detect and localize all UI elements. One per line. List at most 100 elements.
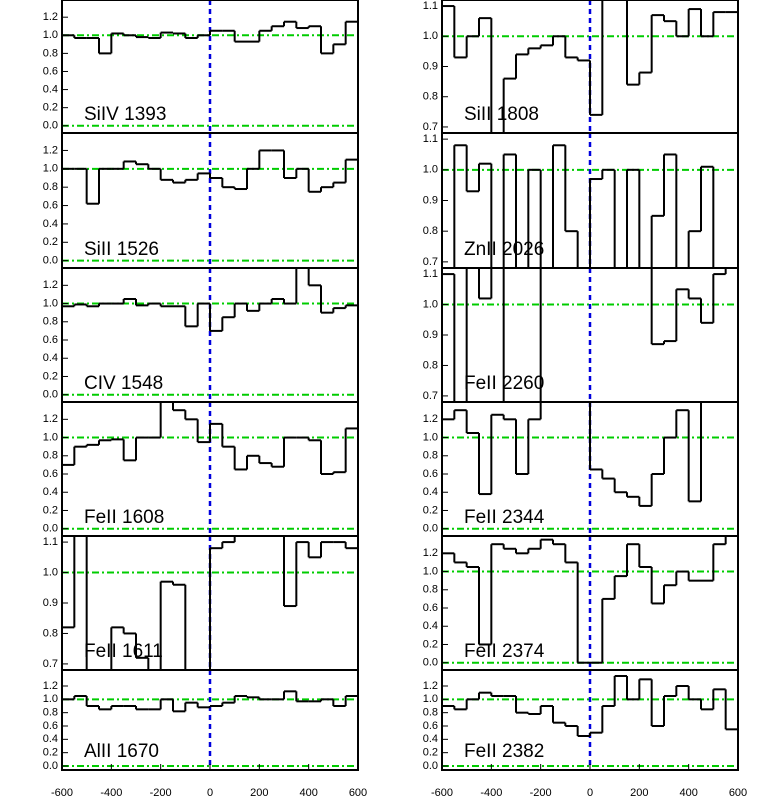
y-tick-label: 0.8 [423,91,438,103]
y-tick-label: 0.2 [43,747,58,759]
panel [62,133,358,268]
y-tick-label: 0.8 [423,359,438,371]
y-tick-label: 0.2 [423,638,438,650]
y-tick-label: 1.0 [423,693,438,705]
y-tick-label: 0.0 [43,255,58,267]
y-tick-label: 0.0 [43,760,58,772]
x-tick-label: 200 [250,787,268,799]
y-tick-label: 1.0 [43,163,58,175]
y-tick-label: 0.6 [43,65,58,77]
panel [442,536,738,670]
y-tick-label: 0.9 [43,597,58,609]
panel [62,0,358,133]
line-label: FeII 2382 [464,741,544,762]
y-tick-label: 0.4 [423,620,438,632]
panel [442,402,738,536]
panel [442,268,738,402]
y-tick-label: 0.0 [423,657,438,669]
y-tick-label: 0.6 [43,468,58,480]
line-label: FeII 2260 [464,373,544,394]
y-tick-label: 0.0 [43,523,58,535]
x-tick-label: 400 [299,787,317,799]
line-label: ZnII 2026 [464,239,544,260]
y-tick-label: 1.0 [423,298,438,310]
y-tick-label: 0.4 [43,83,58,95]
y-tick-label: 0.4 [43,218,58,230]
y-tick-label: 0.2 [43,102,58,114]
y-tick-label: 0.0 [43,389,58,401]
y-tick-label: 0.9 [423,60,438,72]
y-tick-label: 0.6 [423,602,438,614]
x-tick-label: -400 [480,787,502,799]
y-tick-label: 0.4 [43,352,58,364]
line-label: FeII 2344 [464,507,545,528]
y-tick-label: 0.6 [43,720,58,732]
y-tick-label: 1.2 [423,413,438,425]
line-label: FeII 1608 [84,507,164,528]
panel [62,268,358,402]
y-tick-label: 0.8 [423,707,438,719]
y-tick-label: 0.6 [423,720,438,732]
y-tick-label: 0.2 [43,236,58,248]
y-tick-label: 1.0 [43,431,58,443]
y-tick-label: 0.6 [43,199,58,211]
y-tick-label: 0.4 [423,486,438,498]
y-tick-label: 1.0 [423,565,438,577]
line-label: SiII 1808 [464,104,539,125]
y-tick-label: 1.2 [43,11,58,23]
y-tick-label: 0.8 [43,450,58,462]
y-tick-label: 1.2 [423,547,438,559]
y-tick-label: 0.2 [43,370,58,382]
y-tick-label: 0.8 [423,450,438,462]
y-tick-label: 0.9 [423,194,438,206]
y-tick-label: 0.8 [43,181,58,193]
y-tick-label: 1.2 [43,680,58,692]
y-tick-label: 1.0 [423,30,438,42]
y-tick-label: 0.8 [43,627,58,639]
line-label: CIV 1548 [84,373,163,394]
x-tick-label: 200 [630,787,648,799]
y-tick-label: 0.4 [423,733,438,745]
y-tick-label: 0.2 [423,504,438,516]
x-tick-label: 0 [207,787,213,799]
y-tick-label: 1.2 [43,144,58,156]
y-tick-label: 1.0 [423,431,438,443]
x-tick-label: 600 [349,787,367,799]
y-tick-label: 0.7 [423,390,438,402]
x-tick-label: -200 [530,787,552,799]
y-tick-label: 0.7 [423,256,438,268]
y-tick-label: 0.6 [423,468,438,480]
y-tick-label: 0.4 [43,733,58,745]
line-label: AlII 1670 [84,741,159,762]
y-tick-label: 1.1 [423,133,438,145]
line-label: FeII 1611 [84,641,163,662]
y-tick-label: 1.0 [43,693,58,705]
y-tick-label: 1.0 [43,297,58,309]
x-tick-label: -600 [51,787,73,799]
y-tick-label: 1.2 [423,680,438,692]
y-tick-label: 1.1 [423,268,438,280]
panel [62,536,358,670]
y-tick-label: 0.8 [423,584,438,596]
y-tick-label: 1.1 [43,536,58,548]
x-tick-label: 400 [679,787,697,799]
y-tick-label: 0.8 [43,316,58,328]
x-tick-label: -600 [431,787,453,799]
y-tick-label: 0.8 [43,47,58,59]
y-tick-label: 1.1 [423,0,438,12]
y-tick-label: 0.2 [423,747,438,759]
y-tick-label: 1.0 [423,164,438,176]
y-tick-label: 1.2 [43,413,58,425]
x-tick-label: 0 [587,787,593,799]
y-tick-label: 0.0 [423,523,438,535]
x-tick-label: -400 [100,787,122,799]
y-tick-label: 0.7 [43,658,58,670]
y-tick-label: 0.9 [423,329,438,341]
line-label: SiII 1526 [84,239,159,260]
panel [62,402,358,536]
x-tick-label: 600 [729,787,747,799]
y-tick-label: 1.0 [43,29,58,41]
line-label: FeII 2374 [464,641,545,662]
y-tick-label: 0.6 [43,334,58,346]
